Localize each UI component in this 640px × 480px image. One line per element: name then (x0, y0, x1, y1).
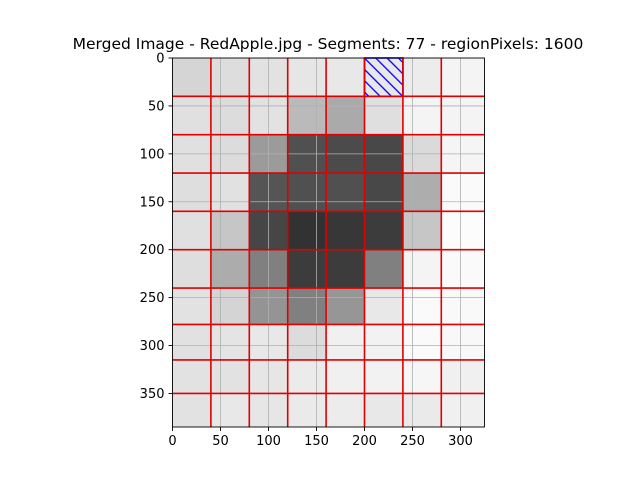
cell-r4-c4 (326, 211, 365, 250)
highlighted-region (363, 57, 404, 98)
cell-r1-c4 (326, 96, 365, 135)
cell-r4-c7 (441, 211, 485, 250)
y-tick-label: 200 (140, 243, 165, 258)
cell-r0-c7 (441, 58, 485, 97)
y-tick-label: 250 (140, 291, 165, 306)
cell-r7-c0 (172, 324, 211, 360)
cell-r1-c3 (287, 96, 327, 135)
cell-r4-c6 (402, 211, 442, 250)
cell-r0-c3 (287, 58, 327, 97)
x-tick-label: 250 (400, 434, 425, 449)
cell-r6-c3 (287, 288, 327, 325)
cell-r9-c7 (441, 393, 485, 427)
cell-r5-c4 (326, 249, 365, 289)
cell-r7-c7 (441, 324, 485, 360)
cell-r9-c3 (287, 393, 327, 427)
cell-r4-c1 (210, 211, 250, 250)
cell-r8-c6 (402, 359, 442, 394)
cell-r5-c5 (364, 249, 403, 289)
plot-frame (172, 57, 485, 428)
cell-r6-c6 (402, 288, 442, 325)
cell-r3-c7 (441, 173, 485, 212)
x-axis: 0 50 100 150 200 250 300 (168, 427, 473, 449)
cell-r1-c7 (441, 96, 485, 135)
segment-boundaries (172, 58, 485, 427)
cell-r8-c4 (326, 359, 365, 394)
cell-r0-c0 (172, 58, 211, 97)
cell-r8-c1 (210, 359, 250, 394)
cell-r8-c0 (172, 359, 211, 394)
cell-r9-c1 (210, 393, 250, 427)
x-tick-label: 100 (256, 434, 281, 449)
cell-r4-c5 (364, 211, 403, 250)
cell-r9-c0 (172, 393, 211, 427)
cell-r6-c0 (172, 288, 211, 325)
chart-title: Merged Image - RedApple.jpg - Segments: … (73, 35, 584, 53)
cell-r6-c1 (210, 288, 250, 325)
cell-r4-c3 (287, 211, 327, 250)
y-tick-label: 300 (140, 339, 165, 354)
cell-r4-c0 (172, 211, 211, 250)
cell-r1-c1 (210, 96, 250, 135)
cell-r8-c3 (287, 359, 327, 394)
cell-r1-c0 (172, 96, 211, 135)
x-tick-label: 0 (168, 434, 176, 449)
cell-r8-c5 (364, 359, 403, 394)
cell-r1-c6 (402, 96, 442, 135)
cell-r3-c1 (210, 173, 250, 212)
y-tick-label: 350 (140, 387, 165, 402)
cell-r7-c1 (210, 324, 250, 360)
cell-r1-c5 (364, 96, 403, 135)
cell-r5-c6 (402, 249, 442, 289)
x-tick-label: 50 (212, 434, 229, 449)
cell-r7-c5 (364, 324, 403, 360)
cell-r9-c4 (326, 393, 365, 427)
y-tick-label: 0 (156, 52, 164, 67)
cell-r9-c5 (364, 393, 403, 427)
y-tick-label: 50 (148, 99, 165, 114)
x-tick-label: 300 (448, 434, 473, 449)
cell-r5-c1 (210, 249, 250, 289)
cell-r9-c6 (402, 393, 442, 427)
cell-r7-c4 (326, 324, 365, 360)
cell-r7-c3 (287, 324, 327, 360)
cell-r0-c4 (326, 58, 365, 97)
cell-r6-c5 (364, 288, 403, 325)
cell-r5-c0 (172, 249, 211, 289)
cell-r6-c4 (326, 288, 365, 325)
cell-r0-c1 (210, 58, 250, 97)
cell-r3-c3 (287, 173, 327, 212)
y-tick-label: 100 (140, 147, 165, 162)
y-axis: 0 50 100 150 200 250 300 350 (140, 52, 173, 402)
cell-r8-c7 (441, 359, 485, 394)
cell-r5-c7 (441, 249, 485, 289)
cell-r7-c6 (402, 324, 442, 360)
cell-r3-c6 (402, 173, 442, 212)
cell-r5-c3 (287, 249, 327, 289)
x-tick-label: 150 (304, 434, 329, 449)
cell-r3-c0 (172, 173, 211, 212)
cell-r3-c5 (364, 173, 403, 212)
cell-r0-c6 (402, 58, 442, 97)
x-tick-label: 200 (352, 434, 377, 449)
cell-r6-c7 (441, 288, 485, 325)
hatched-cell (363, 57, 404, 98)
cell-r3-c4 (326, 173, 365, 212)
y-tick-label: 150 (140, 195, 165, 210)
pixel-cells (172, 58, 485, 427)
